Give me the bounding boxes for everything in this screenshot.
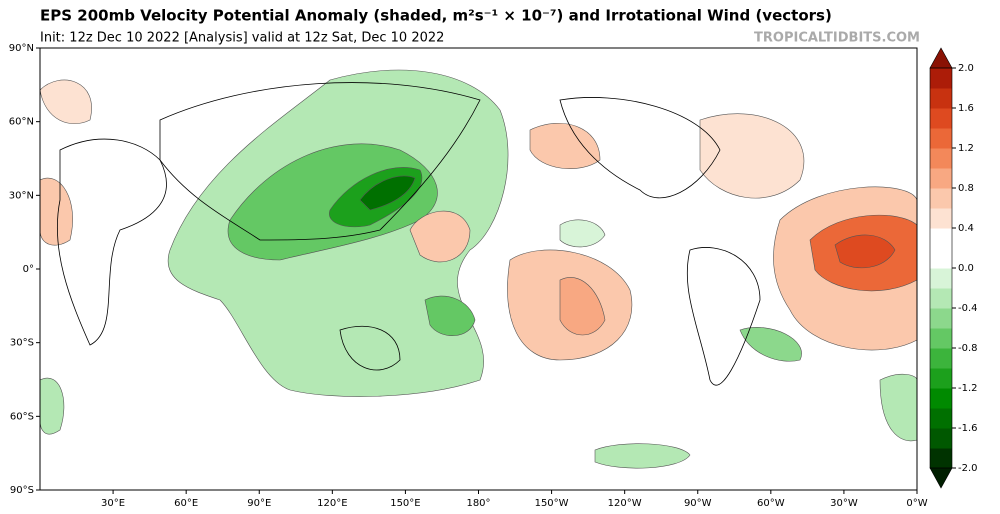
- y-tick-label: 60°S: [10, 411, 34, 422]
- colorbar-bin: [930, 428, 952, 449]
- x-tick-label: 60°W: [757, 498, 785, 509]
- colorbar-bin: [930, 308, 952, 329]
- y-tick-label: 90°N: [9, 43, 34, 54]
- colorbar-tick-label: -0.4: [958, 303, 978, 314]
- colorbar-tick-label: -2.0: [958, 463, 978, 474]
- colorbar-bin: [930, 448, 952, 469]
- colorbar-under: [929, 467, 953, 489]
- colorbar-tick-label: 0.4: [958, 223, 974, 234]
- coastlines: [57, 82, 761, 386]
- subtitle: Init: 12z Dec 10 2022 [Analysis] valid a…: [40, 31, 444, 46]
- x-tick-label: 60°E: [174, 498, 198, 509]
- x-tick-label: 180°: [466, 498, 490, 509]
- colorbar-bin: [930, 388, 952, 409]
- colorbar-tick-label: -0.8: [958, 343, 978, 354]
- colorbar-bin: [930, 108, 952, 129]
- colorbar-tick-label: -1.6: [958, 423, 978, 434]
- colorbar-bin: [930, 328, 952, 349]
- watermark: TROPICALTIDBITS.COM: [754, 31, 920, 46]
- colorbar-tick-label: 1.2: [958, 143, 974, 154]
- colorbar-tick-label: -1.2: [958, 383, 978, 394]
- colorbar-bin: [930, 248, 952, 269]
- colorbar-bin: [930, 288, 952, 309]
- colorbar-tick-label: 1.6: [958, 103, 974, 114]
- colorbar-over: [929, 47, 953, 69]
- colorbar-bin: [930, 268, 952, 289]
- y-tick-label: 60°N: [9, 117, 34, 128]
- colorbar-bin: [930, 228, 952, 249]
- x-tick-label: 30°E: [101, 498, 125, 509]
- x-tick-label: 120°E: [317, 498, 347, 509]
- x-tick-label: 0°W: [906, 498, 927, 509]
- x-tick-label: 30°W: [830, 498, 858, 509]
- colorbar-bin: [930, 128, 952, 149]
- colorbar-bin: [930, 348, 952, 369]
- y-tick-label: 30°S: [10, 338, 34, 349]
- colorbar: 2.0 1.6 1.2 0.8 0.4 0.0 -0.4 -0.8 -1.2 -1.6 -2.0: [929, 47, 978, 489]
- x-tick-label: 150°E: [390, 498, 420, 509]
- colorbar-bin: [930, 208, 952, 229]
- y-tick-label: 0°: [23, 264, 34, 275]
- title: EPS 200mb Velocity Potential Anomaly (sh…: [40, 7, 832, 25]
- map-area: [39, 47, 918, 491]
- colorbar-bin: [930, 188, 952, 209]
- colorbar-tick-label: 0.0: [958, 263, 974, 274]
- colorbar-tick-label: 0.8: [958, 183, 974, 194]
- x-tick-label: 90°W: [684, 498, 712, 509]
- colorbar-bin: [930, 68, 952, 89]
- y-tick-label: 90°S: [10, 485, 34, 496]
- colorbar-tick-label: 2.0: [958, 63, 974, 74]
- x-tick-label: 90°E: [247, 498, 271, 509]
- colorbar-bin: [930, 368, 952, 389]
- colorbar-bin: [930, 168, 952, 189]
- colorbar-bin: [930, 148, 952, 169]
- colorbar-bin: [930, 88, 952, 109]
- anomaly-shading: [39, 69, 918, 469]
- x-tick-label: 150°W: [535, 498, 569, 509]
- colorbar-bin: [930, 408, 952, 429]
- x-tick-label: 120°W: [608, 498, 642, 509]
- y-tick-label: 30°N: [9, 190, 34, 201]
